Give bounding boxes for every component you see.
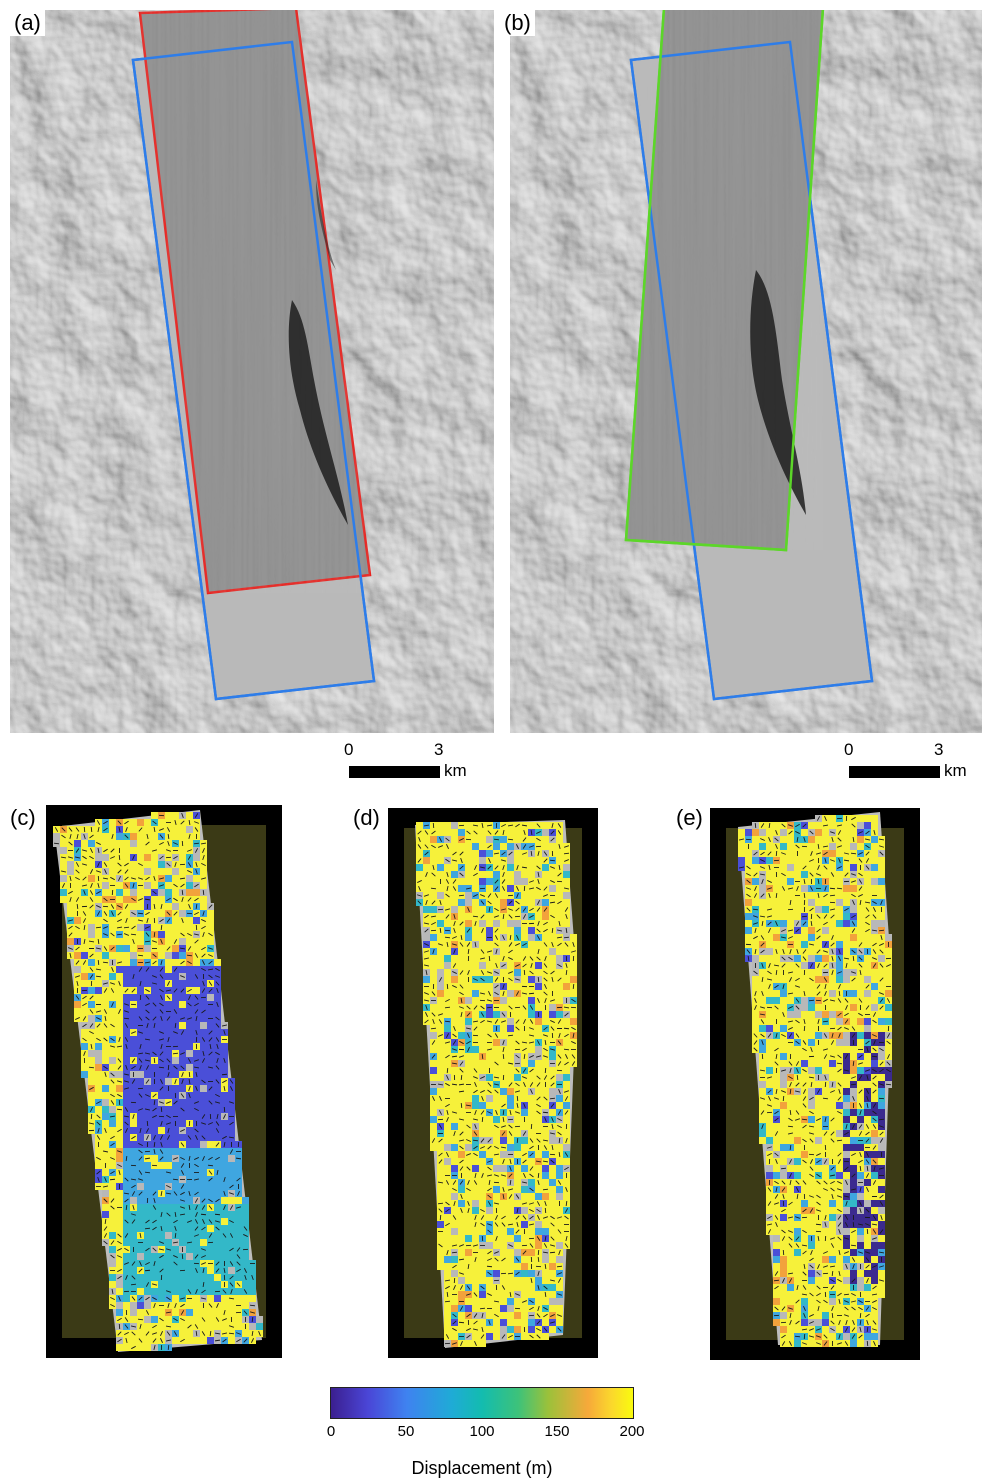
colorbar-tick-0: 0: [326, 1423, 336, 1440]
panel-a-label: (a): [10, 10, 45, 36]
panel-d-label: (d): [349, 805, 384, 831]
scale-bar-rect: [349, 766, 440, 778]
displacement-map-d: [388, 808, 598, 1358]
scale-bar-a: 0 3 km: [344, 740, 499, 790]
panel-b-label: (b): [500, 10, 535, 36]
panel-c-label: (c): [6, 805, 40, 831]
displacement-map-e: [710, 808, 920, 1360]
scale-unit: km: [444, 761, 467, 780]
colorbar-tick-200: 200: [619, 1423, 645, 1440]
panel-d: (d): [345, 800, 615, 1365]
scale-tick-0: 0: [844, 740, 854, 759]
panel-e-label: (e): [672, 805, 707, 831]
scale-tick-3: 3: [934, 740, 944, 759]
colorbar: [330, 1387, 634, 1419]
scale-tick-3: 3: [434, 740, 444, 759]
scale-tick-0: 0: [344, 740, 354, 759]
colorbar-title: Displacement (m): [411, 1458, 553, 1478]
panel-a: (a): [10, 10, 494, 733]
panel-e: (e): [670, 800, 935, 1365]
scale-bar-b: 0 3 km: [844, 740, 982, 790]
panel-b: (b): [500, 10, 982, 733]
scarp-feature-a: [288, 300, 348, 525]
panel-b-hillshade: [510, 10, 982, 733]
scale-unit: km: [944, 761, 967, 780]
displacement-map-c: [46, 805, 282, 1358]
colorbar-tick-50: 50: [397, 1423, 415, 1440]
scale-bar-rect: [849, 766, 940, 778]
panel-c: (c): [0, 800, 290, 1360]
colorbar-tick-150: 150: [544, 1423, 570, 1440]
panel-a-hillshade: [10, 10, 494, 733]
colorbar-tick-100: 100: [469, 1423, 495, 1440]
